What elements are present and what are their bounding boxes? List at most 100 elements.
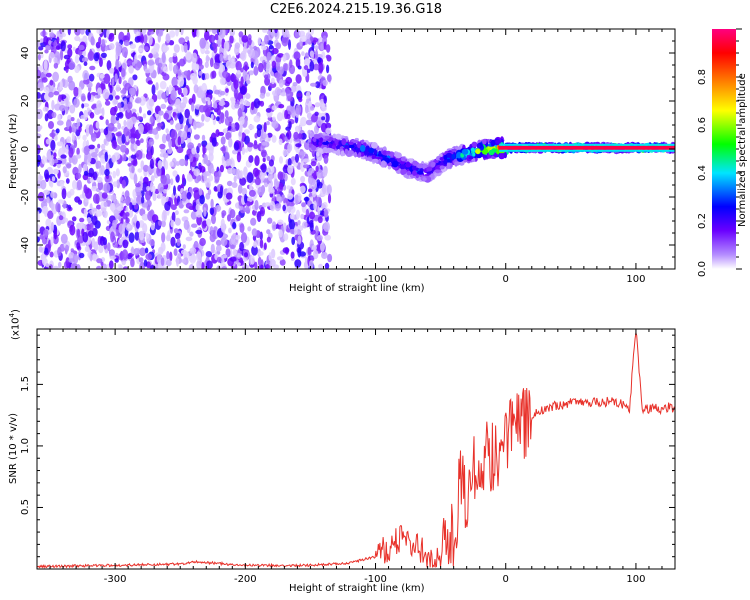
- heatmap-cell: [66, 136, 72, 144]
- heatmap-cell: [120, 196, 124, 202]
- top-x-axis-title: Height of straight line (km): [289, 283, 425, 294]
- heatmap-cell: [110, 115, 117, 125]
- heatmap-cell: [89, 253, 93, 262]
- heatmap-cell: [271, 60, 277, 69]
- heatmap-cell: [239, 116, 245, 125]
- heatmap-cell: [282, 54, 287, 62]
- heatmap-cell: [174, 232, 181, 240]
- heatmap-cell: [226, 180, 233, 187]
- heatmap-cell: [162, 266, 167, 269]
- heatmap-cell: [203, 207, 207, 217]
- heatmap-cell: [174, 210, 179, 216]
- heatmap-cell: [267, 172, 273, 182]
- heatmap-cell: [57, 261, 62, 268]
- heatmap-cell: [170, 219, 175, 228]
- heatmap-cell: [265, 62, 272, 74]
- heatmap-cell: [71, 216, 77, 222]
- heatmap-cell: [57, 114, 61, 121]
- heatmap-cell: [37, 82, 44, 92]
- heatmap-cell: [264, 202, 271, 207]
- heatmap-cell: [258, 251, 264, 256]
- heatmap-cell: [166, 250, 170, 260]
- heatmap-cell: [305, 98, 310, 104]
- heatmap-cell: [250, 101, 255, 111]
- heatmap-cell: [211, 70, 217, 79]
- heatmap-cell: [314, 225, 319, 237]
- heatmap-cell: [100, 165, 105, 176]
- heatmap-cell: [45, 218, 52, 228]
- heatmap-cell: [196, 260, 202, 269]
- heatmap-cell: [443, 154, 448, 161]
- heatmap-cell: [141, 202, 149, 208]
- heatmap-cell: [142, 223, 148, 234]
- heatmap-cell: [107, 122, 115, 132]
- heatmap-cell: [348, 141, 354, 145]
- tick-label: 100: [626, 574, 646, 585]
- heatmap-cell: [146, 185, 151, 192]
- heatmap-cell: [99, 128, 105, 133]
- heatmap-cell: [66, 170, 70, 178]
- heatmap-cell: [468, 156, 474, 160]
- heatmap-cell: [239, 241, 245, 252]
- heatmap-cell: [247, 142, 254, 148]
- heatmap-cell: [271, 47, 279, 55]
- heatmap-cell: [177, 87, 182, 95]
- heatmap-cell: [179, 58, 186, 67]
- heatmap-cell: [323, 209, 329, 218]
- heatmap-cell: [196, 214, 203, 226]
- heatmap-cell: [253, 45, 258, 51]
- heatmap-cell: [191, 102, 195, 112]
- heatmap-cell: [110, 231, 115, 243]
- heatmap-cell: [160, 174, 167, 184]
- heatmap-cell: [439, 165, 445, 170]
- heatmap-cell: [169, 30, 176, 38]
- heatmap-cell: [317, 62, 324, 73]
- heatmap-cell: [92, 193, 100, 204]
- heatmap-cell: [195, 198, 201, 206]
- heatmap-cell: [254, 155, 260, 167]
- heatmap-cell: [274, 72, 281, 79]
- heatmap-cell: [211, 214, 216, 225]
- heatmap-cell: [244, 64, 248, 73]
- heatmap-cell: [248, 70, 254, 76]
- heatmap-cell: [252, 167, 259, 177]
- heatmap-cell: [263, 242, 267, 250]
- heatmap-cell: [267, 132, 273, 138]
- heatmap-cell: [229, 63, 236, 69]
- heatmap-cell: [451, 153, 456, 160]
- heatmap-cell: [52, 71, 59, 83]
- heatmap-cell: [221, 155, 225, 164]
- heatmap-cell: [162, 189, 168, 194]
- heatmap-cell: [242, 70, 248, 79]
- heatmap-cell: [323, 95, 328, 104]
- heatmap-cell: [148, 138, 155, 146]
- heatmap-cell: [269, 82, 277, 89]
- heatmap-cell: [111, 77, 115, 86]
- heatmap-cell: [195, 209, 203, 218]
- heatmap-cell: [216, 107, 221, 116]
- heatmap-cell: [310, 82, 317, 87]
- heatmap-cell: [131, 133, 138, 139]
- heatmap-cell: [190, 73, 197, 81]
- heatmap-cell: [152, 192, 157, 202]
- heatmap-cell: [271, 105, 277, 111]
- heatmap-cell: [380, 160, 387, 167]
- heatmap-cell: [239, 177, 247, 186]
- heatmap-cell: [490, 139, 496, 147]
- heatmap-cell: [205, 108, 211, 117]
- heatmap-cell: [174, 115, 178, 121]
- heatmap-cell: [78, 163, 82, 174]
- heatmap-cell: [78, 252, 85, 259]
- heatmap-cell: [101, 39, 105, 47]
- heatmap-cell: [422, 177, 427, 181]
- heatmap-cell: [62, 166, 67, 174]
- heatmap-cell: [372, 154, 376, 160]
- heatmap-cell: [94, 94, 101, 99]
- heatmap-cell: [53, 159, 59, 164]
- heatmap-cell: [201, 261, 205, 269]
- heatmap-cell: [313, 63, 320, 71]
- heatmap-cell: [228, 227, 232, 234]
- heatmap-cell: [316, 179, 321, 187]
- heatmap-cell: [83, 61, 88, 66]
- heatmap-cell: [189, 153, 194, 163]
